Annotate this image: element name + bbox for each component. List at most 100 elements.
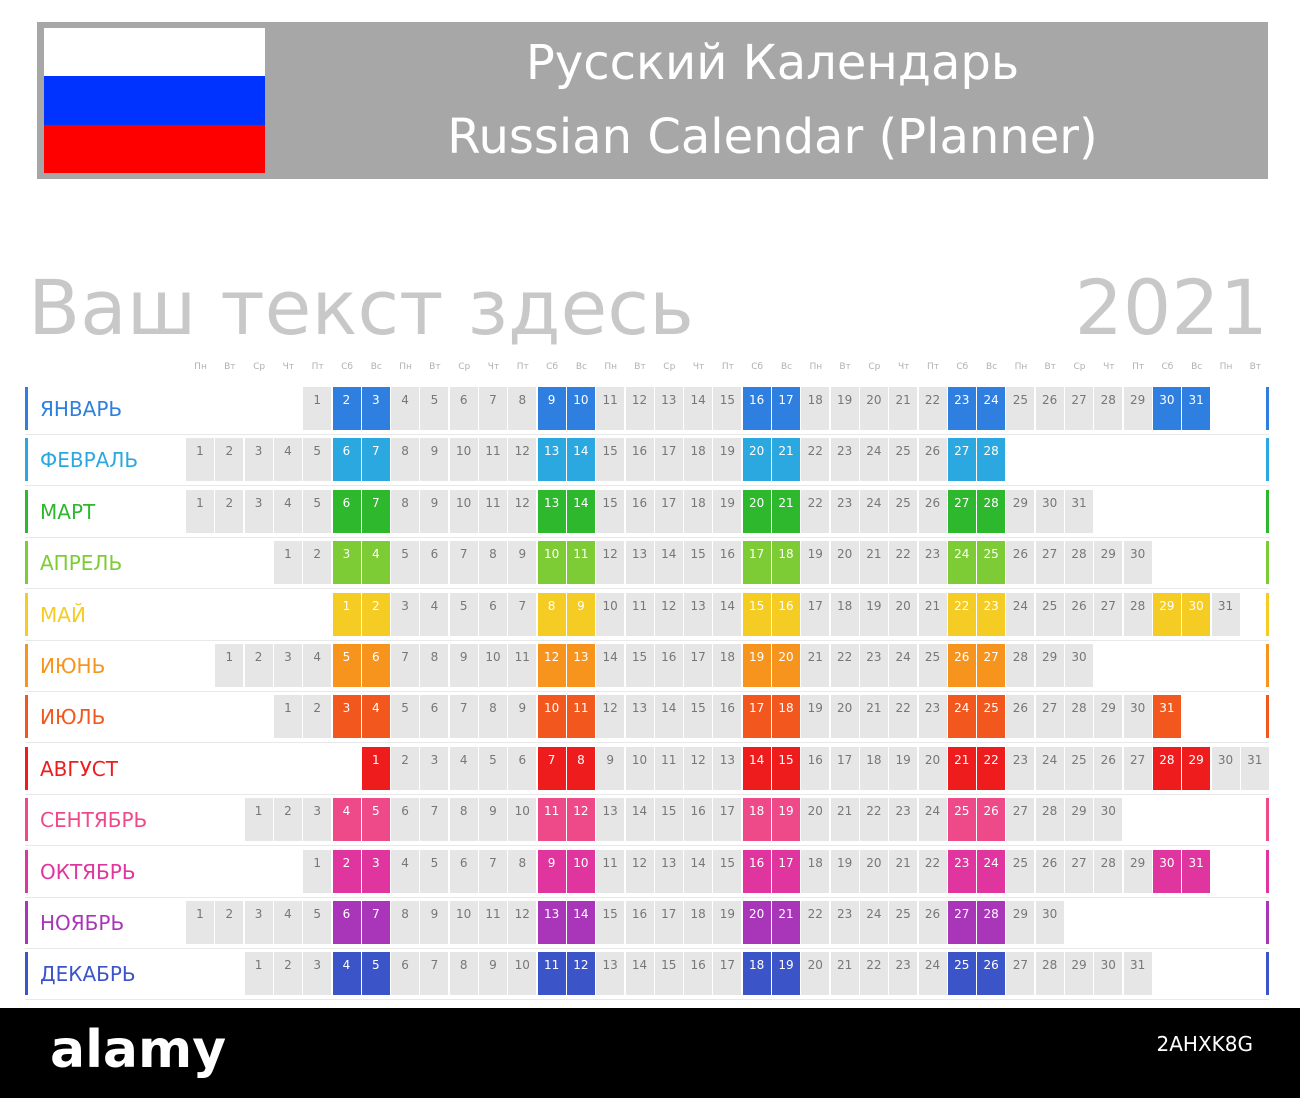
- day-cell[interactable]: 15: [772, 746, 800, 790]
- day-cell[interactable]: 27: [1094, 592, 1123, 636]
- day-cell[interactable]: 21: [772, 438, 800, 482]
- day-cell[interactable]: 4: [332, 798, 361, 842]
- day-cell[interactable]: 23: [830, 489, 859, 533]
- day-cell[interactable]: 5: [420, 849, 449, 893]
- day-cell[interactable]: 14: [625, 952, 654, 996]
- day-cell[interactable]: 21: [830, 798, 859, 842]
- day-cell[interactable]: 25: [977, 541, 1006, 585]
- day-cell[interactable]: 28: [977, 489, 1006, 533]
- day-cell[interactable]: 6: [449, 849, 478, 893]
- day-cell[interactable]: 11: [566, 695, 595, 739]
- day-cell[interactable]: 3: [391, 592, 420, 636]
- day-cell[interactable]: 20: [801, 952, 830, 996]
- day-cell[interactable]: 19: [713, 901, 742, 944]
- day-cell[interactable]: 29: [1123, 849, 1152, 893]
- day-cell[interactable]: 23: [918, 541, 947, 585]
- day-cell[interactable]: 3: [332, 541, 361, 585]
- day-cell[interactable]: 10: [566, 387, 595, 430]
- day-cell[interactable]: 5: [420, 387, 449, 430]
- day-cell[interactable]: 22: [801, 901, 830, 944]
- day-cell[interactable]: 12: [566, 798, 595, 842]
- day-cell[interactable]: 13: [537, 901, 566, 944]
- day-cell[interactable]: 24: [947, 541, 976, 585]
- day-cell[interactable]: 16: [713, 541, 742, 585]
- day-cell[interactable]: 5: [361, 798, 390, 842]
- day-cell[interactable]: 2: [303, 695, 332, 739]
- day-cell[interactable]: 11: [596, 849, 625, 893]
- day-cell[interactable]: 21: [918, 592, 947, 636]
- day-cell[interactable]: 2: [303, 541, 332, 585]
- day-cell[interactable]: 25: [1006, 849, 1035, 893]
- day-cell[interactable]: 22: [859, 952, 888, 996]
- day-cell[interactable]: 8: [479, 541, 507, 585]
- day-cell[interactable]: 29: [1065, 798, 1093, 842]
- day-cell[interactable]: 8: [537, 592, 566, 636]
- day-cell[interactable]: 5: [391, 695, 420, 739]
- day-cell[interactable]: 2: [361, 592, 390, 636]
- day-cell[interactable]: 31: [1182, 849, 1211, 893]
- day-cell[interactable]: 18: [742, 952, 771, 996]
- day-cell[interactable]: 3: [244, 489, 273, 533]
- day-cell[interactable]: 21: [859, 695, 888, 739]
- day-cell[interactable]: 13: [537, 438, 566, 482]
- day-cell[interactable]: 15: [684, 695, 713, 739]
- day-cell[interactable]: 9: [566, 592, 595, 636]
- day-cell[interactable]: 5: [332, 644, 361, 687]
- day-cell[interactable]: 1: [273, 695, 302, 739]
- day-cell[interactable]: 10: [508, 798, 537, 842]
- day-cell[interactable]: 27: [947, 489, 976, 533]
- day-cell[interactable]: 29: [1094, 695, 1123, 739]
- day-cell[interactable]: 29: [1006, 489, 1035, 533]
- day-cell[interactable]: 29: [1035, 644, 1064, 687]
- day-cell[interactable]: 12: [625, 849, 654, 893]
- day-cell[interactable]: 4: [273, 489, 302, 533]
- day-cell[interactable]: 7: [449, 541, 478, 585]
- day-cell[interactable]: 5: [303, 438, 332, 482]
- day-cell[interactable]: 26: [1094, 746, 1123, 790]
- day-cell[interactable]: 1: [244, 798, 273, 842]
- day-cell[interactable]: 31: [1211, 592, 1240, 636]
- day-cell[interactable]: 3: [420, 746, 449, 790]
- day-cell[interactable]: 5: [449, 592, 478, 636]
- day-cell[interactable]: 20: [889, 592, 918, 636]
- day-cell[interactable]: 28: [1065, 541, 1093, 585]
- day-cell[interactable]: 29: [1123, 387, 1152, 430]
- day-cell[interactable]: 11: [625, 592, 654, 636]
- day-cell[interactable]: 7: [537, 746, 566, 790]
- day-cell[interactable]: 15: [596, 438, 625, 482]
- day-cell[interactable]: 19: [801, 695, 830, 739]
- day-cell[interactable]: 7: [420, 952, 449, 996]
- day-cell[interactable]: 21: [889, 387, 918, 430]
- day-cell[interactable]: 18: [684, 489, 713, 533]
- day-cell[interactable]: 11: [479, 901, 507, 944]
- day-cell[interactable]: 14: [625, 798, 654, 842]
- day-cell[interactable]: 14: [742, 746, 771, 790]
- day-cell[interactable]: 3: [332, 695, 361, 739]
- day-cell[interactable]: 8: [391, 901, 420, 944]
- day-cell[interactable]: 12: [596, 541, 625, 585]
- day-cell[interactable]: 9: [420, 489, 449, 533]
- day-cell[interactable]: 14: [654, 541, 683, 585]
- day-cell[interactable]: 2: [273, 798, 302, 842]
- day-cell[interactable]: 10: [537, 541, 566, 585]
- day-cell[interactable]: 23: [859, 644, 888, 687]
- day-cell[interactable]: 18: [859, 746, 888, 790]
- day-cell[interactable]: 22: [918, 849, 947, 893]
- day-cell[interactable]: 29: [1065, 952, 1093, 996]
- day-cell[interactable]: 12: [508, 489, 537, 533]
- day-cell[interactable]: 20: [830, 695, 859, 739]
- day-cell[interactable]: 30: [1152, 387, 1181, 430]
- day-cell[interactable]: 21: [801, 644, 830, 687]
- day-cell[interactable]: 2: [391, 746, 420, 790]
- day-cell[interactable]: 23: [1006, 746, 1035, 790]
- day-cell[interactable]: 25: [1035, 592, 1064, 636]
- day-cell[interactable]: 1: [186, 901, 214, 944]
- day-cell[interactable]: 1: [186, 438, 214, 482]
- day-cell[interactable]: 12: [566, 952, 595, 996]
- day-cell[interactable]: 8: [391, 438, 420, 482]
- day-cell[interactable]: 14: [654, 695, 683, 739]
- day-cell[interactable]: 1: [215, 644, 244, 687]
- day-cell[interactable]: 18: [801, 849, 830, 893]
- day-cell[interactable]: 20: [859, 849, 888, 893]
- day-cell[interactable]: 16: [684, 798, 713, 842]
